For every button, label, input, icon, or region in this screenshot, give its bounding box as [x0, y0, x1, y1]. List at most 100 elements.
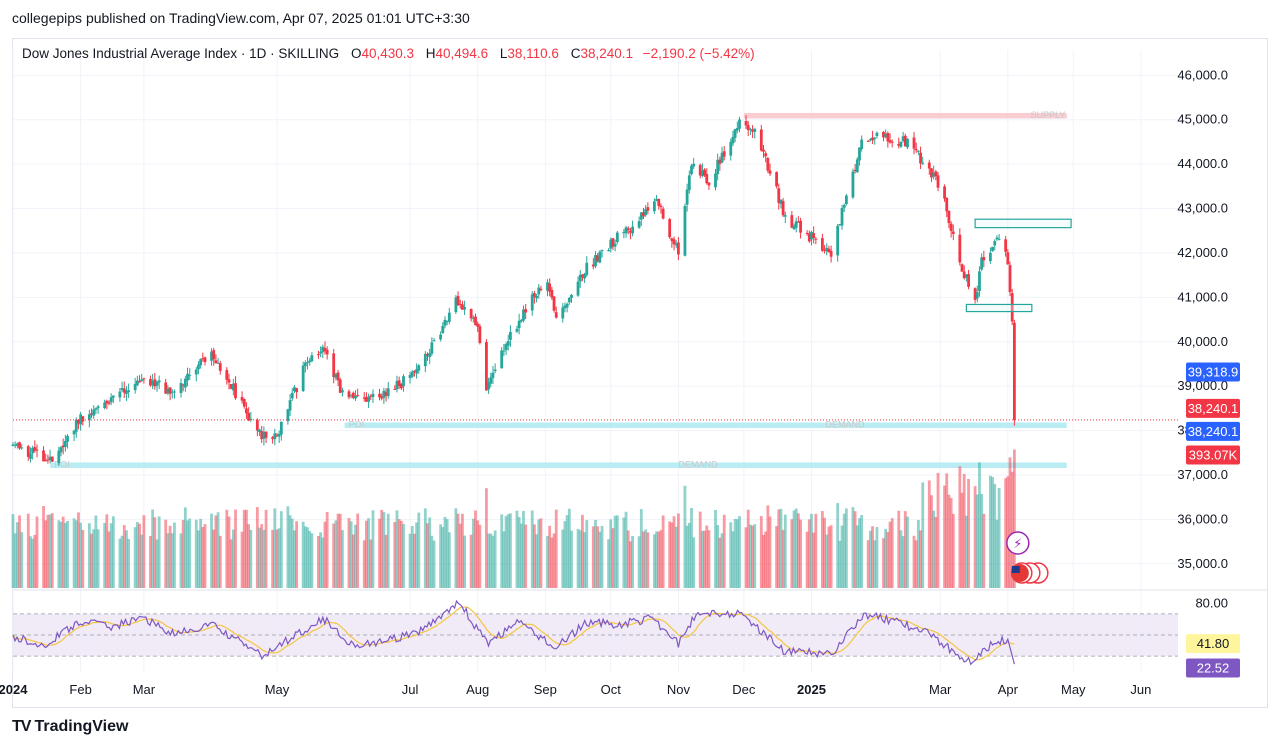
candle-body: [794, 221, 798, 228]
candle-body: [216, 362, 220, 364]
volume-bar: [443, 516, 447, 588]
volume-bar: [323, 521, 327, 588]
volume-bar: [247, 524, 251, 588]
volume-bar: [262, 529, 266, 588]
candle-body: [334, 373, 338, 378]
volume-bar: [746, 509, 750, 588]
candle-body: [812, 233, 816, 239]
candle-body: [426, 353, 429, 356]
candle-body: [90, 413, 93, 415]
zones-layer: SUPPLY DEMAND POI DEMAND POI: [50, 110, 1067, 469]
volume-bar: [332, 523, 336, 588]
candle-body: [258, 429, 261, 433]
candle-body: [72, 430, 76, 435]
candle-body: [415, 369, 419, 374]
candle-body: [993, 241, 997, 246]
volume-bar: [759, 516, 763, 588]
volume-bar: [823, 517, 826, 588]
candle-body: [18, 442, 21, 449]
candle-body: [720, 152, 724, 163]
volume-bar: [469, 534, 473, 588]
candle-body: [871, 137, 874, 141]
volume-bar: [111, 516, 115, 588]
volume-bar: [842, 513, 846, 588]
volume-bar: [718, 537, 722, 588]
volume-bar: [810, 513, 813, 588]
badges-layer: 39,318.9 38,240.1 38,240.1 393.07K 41.80 22.5…: [1186, 362, 1240, 678]
candle-body: [687, 175, 691, 191]
candle-body: [735, 128, 739, 131]
volume-bar: [310, 533, 314, 588]
volume-bar: [997, 487, 1001, 588]
candle-body: [701, 170, 704, 177]
volume-bar: [290, 518, 294, 588]
candle-body: [142, 378, 146, 380]
candle-body: [277, 433, 281, 437]
candle-body: [29, 453, 32, 459]
candle-body: [866, 140, 870, 142]
candle-body: [1012, 322, 1016, 420]
candle-body: [943, 186, 946, 199]
time-tick-label: May: [265, 682, 290, 697]
candle-body: [347, 391, 351, 398]
volume-bar: [155, 539, 159, 588]
candle-body: [295, 388, 299, 393]
volume-bar: [402, 523, 405, 588]
candle-body: [201, 358, 205, 360]
volume-bar: [242, 509, 246, 588]
candle-body: [858, 147, 861, 161]
volume-bar: [764, 531, 768, 588]
candle-body: [570, 294, 573, 298]
volume-bar: [199, 518, 203, 588]
candle-body: [410, 371, 414, 377]
volume-bar: [657, 531, 661, 588]
tradingview-logo[interactable]: TV TradingView: [12, 718, 128, 736]
candle-body: [319, 351, 323, 354]
volume-bar: [653, 534, 656, 588]
candle-body: [578, 274, 582, 282]
candle-body: [934, 171, 938, 177]
volume-bar: [947, 494, 951, 588]
volume-bar: [1004, 478, 1008, 588]
candle-body: [371, 393, 375, 398]
candle-body: [430, 342, 434, 354]
candle-body: [107, 402, 111, 404]
volume-bar: [275, 529, 279, 588]
candle-body: [716, 159, 720, 175]
candle-body: [622, 231, 626, 234]
candle-body: [661, 208, 665, 219]
volume-bar: [672, 516, 676, 588]
volume-bar: [796, 513, 800, 588]
volume-bar: [149, 536, 152, 588]
candle-body: [738, 119, 741, 129]
candle-body: [668, 219, 672, 238]
candle-body: [500, 350, 504, 369]
volume-bar: [858, 518, 861, 588]
volume-bar: [596, 526, 600, 588]
range-box: [974, 218, 1072, 229]
volume-bar: [79, 522, 83, 588]
candle-body: [168, 387, 172, 394]
volume-bar: [792, 510, 796, 588]
volume-bar: [478, 524, 482, 588]
price-tick-label: 41,000.0: [1177, 289, 1228, 304]
volume-bar: [395, 510, 399, 588]
time-tick-label: Nov: [667, 682, 691, 697]
candle-body: [945, 198, 949, 212]
time-tick-label: Mar: [929, 682, 952, 697]
volume-bar: [692, 537, 696, 588]
volume-bar: [644, 529, 648, 588]
volume-bar: [868, 530, 872, 588]
volume-bar: [426, 523, 429, 588]
candle-body: [306, 362, 309, 364]
candle-body: [814, 238, 818, 240]
volume-bar: [668, 521, 672, 588]
candle-body: [567, 298, 571, 303]
candle-body: [290, 392, 294, 399]
volume-bar: [744, 527, 748, 588]
candle-body: [753, 128, 757, 132]
candle-body: [539, 288, 543, 291]
volume-bar: [561, 529, 565, 588]
candle-body: [980, 257, 984, 270]
